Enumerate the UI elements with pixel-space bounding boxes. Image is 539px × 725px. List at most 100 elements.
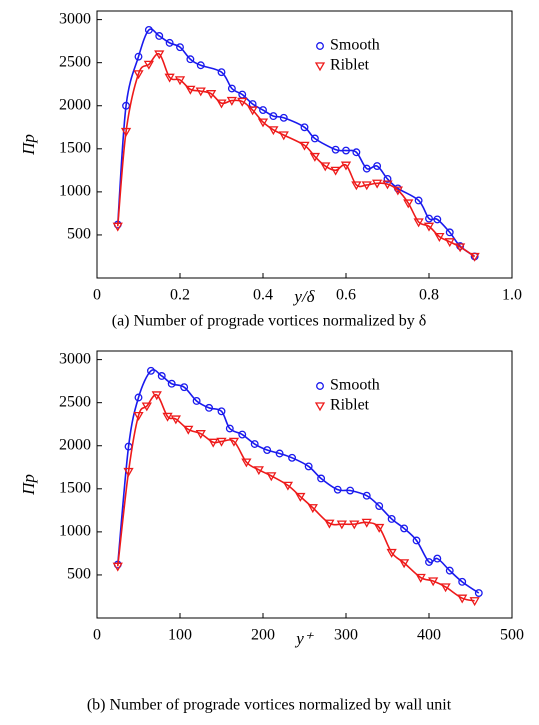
- data-point: [458, 577, 467, 586]
- data-point: [320, 162, 331, 172]
- data-point: [183, 425, 194, 435]
- data-point: [324, 519, 335, 529]
- data-point: [164, 73, 175, 83]
- data-point: [216, 99, 227, 109]
- data-point: [227, 84, 236, 93]
- data-point: [154, 50, 165, 60]
- y-axis-label: Πp: [19, 134, 38, 156]
- data-point: [331, 145, 340, 154]
- data-point: [112, 562, 123, 572]
- data-point: [398, 559, 410, 569]
- data-point: [300, 123, 309, 132]
- x-tick-label: 100: [168, 627, 192, 644]
- data-point: [195, 430, 206, 439]
- data-point: [309, 152, 320, 162]
- data-point: [257, 118, 269, 128]
- data-point: [133, 411, 144, 421]
- data-point: [425, 214, 433, 223]
- data-point: [216, 437, 227, 447]
- data-point: [372, 179, 383, 189]
- y-tick-label: 2500: [59, 53, 91, 70]
- data-point: [278, 131, 289, 141]
- data-point: [413, 218, 424, 228]
- legend-label: Riblet: [330, 397, 370, 414]
- y-tick-label: 1000: [59, 523, 91, 540]
- data-point: [361, 518, 372, 528]
- data-point: [457, 594, 468, 604]
- data-point: [208, 438, 219, 448]
- data-point: [374, 523, 385, 533]
- data-point: [226, 96, 237, 106]
- data-point: [157, 372, 166, 380]
- data-point: [455, 243, 466, 253]
- data-point: [250, 440, 259, 448]
- y-tick-label: 500: [67, 566, 91, 583]
- data-point: [428, 577, 439, 587]
- data-point: [445, 228, 454, 237]
- data-point: [304, 462, 313, 471]
- data-point: [225, 424, 234, 433]
- data-point: [387, 515, 396, 523]
- data-point: [425, 558, 433, 566]
- data-point: [268, 126, 279, 136]
- data-point: [295, 492, 306, 502]
- data-point: [253, 466, 264, 476]
- data-point: [155, 32, 164, 40]
- data-point: [299, 141, 310, 151]
- data-point: [217, 68, 226, 77]
- x-tick-label: 0.2: [170, 287, 190, 304]
- x-tick-label: 0.8: [419, 287, 439, 304]
- data-point: [151, 391, 162, 401]
- data-point: [351, 181, 362, 191]
- legend-label: Smooth: [330, 37, 380, 54]
- y-tick-label: 500: [67, 226, 91, 243]
- data-point: [134, 52, 143, 61]
- data-point: [133, 70, 144, 80]
- x-tick-label: 0: [93, 287, 101, 304]
- data-point: [112, 222, 123, 232]
- x-axis-label: y/δ: [292, 287, 315, 306]
- x-tick-label: 300: [334, 627, 358, 644]
- data-point: [412, 536, 421, 545]
- data-point: [134, 393, 143, 402]
- legend-label: Smooth: [330, 377, 380, 394]
- data-point: [228, 437, 240, 447]
- data-point: [361, 181, 372, 191]
- y-tick-label: 3000: [59, 350, 91, 367]
- legend-marker: [316, 42, 324, 50]
- data-point: [185, 85, 196, 95]
- data-point: [373, 162, 382, 170]
- x-tick-label: 1.0: [502, 287, 522, 304]
- y-tick-label: 2000: [59, 436, 91, 453]
- x-tick-label: 0.6: [336, 287, 356, 304]
- data-point: [469, 597, 480, 607]
- data-point: [386, 548, 397, 558]
- data-point: [307, 504, 318, 514]
- x-tick-label: 400: [417, 627, 441, 644]
- data-point: [434, 233, 445, 242]
- data-point: [444, 238, 455, 248]
- data-point: [362, 491, 371, 500]
- data-point: [186, 55, 195, 64]
- data-point: [352, 148, 361, 157]
- data-point: [123, 467, 134, 477]
- y-tick-label: 1500: [59, 479, 91, 496]
- data-point: [141, 402, 152, 412]
- x-tick-label: 0: [93, 627, 101, 644]
- data-point: [165, 38, 174, 47]
- legend-label: Riblet: [330, 57, 370, 74]
- data-point: [143, 60, 154, 70]
- data-point: [196, 61, 205, 70]
- y-tick-label: 3000: [59, 10, 91, 27]
- data-point: [144, 25, 153, 34]
- series-line: [116, 28, 476, 258]
- data-point: [176, 43, 184, 52]
- data-point: [346, 486, 355, 495]
- caption: (a) Number of prograde vortices normaliz…: [112, 313, 427, 330]
- data-point: [400, 524, 409, 533]
- data-point: [310, 134, 319, 143]
- data-point: [433, 554, 442, 563]
- plot-frame: [96, 10, 513, 279]
- data-point: [349, 520, 360, 530]
- data-point: [330, 166, 341, 176]
